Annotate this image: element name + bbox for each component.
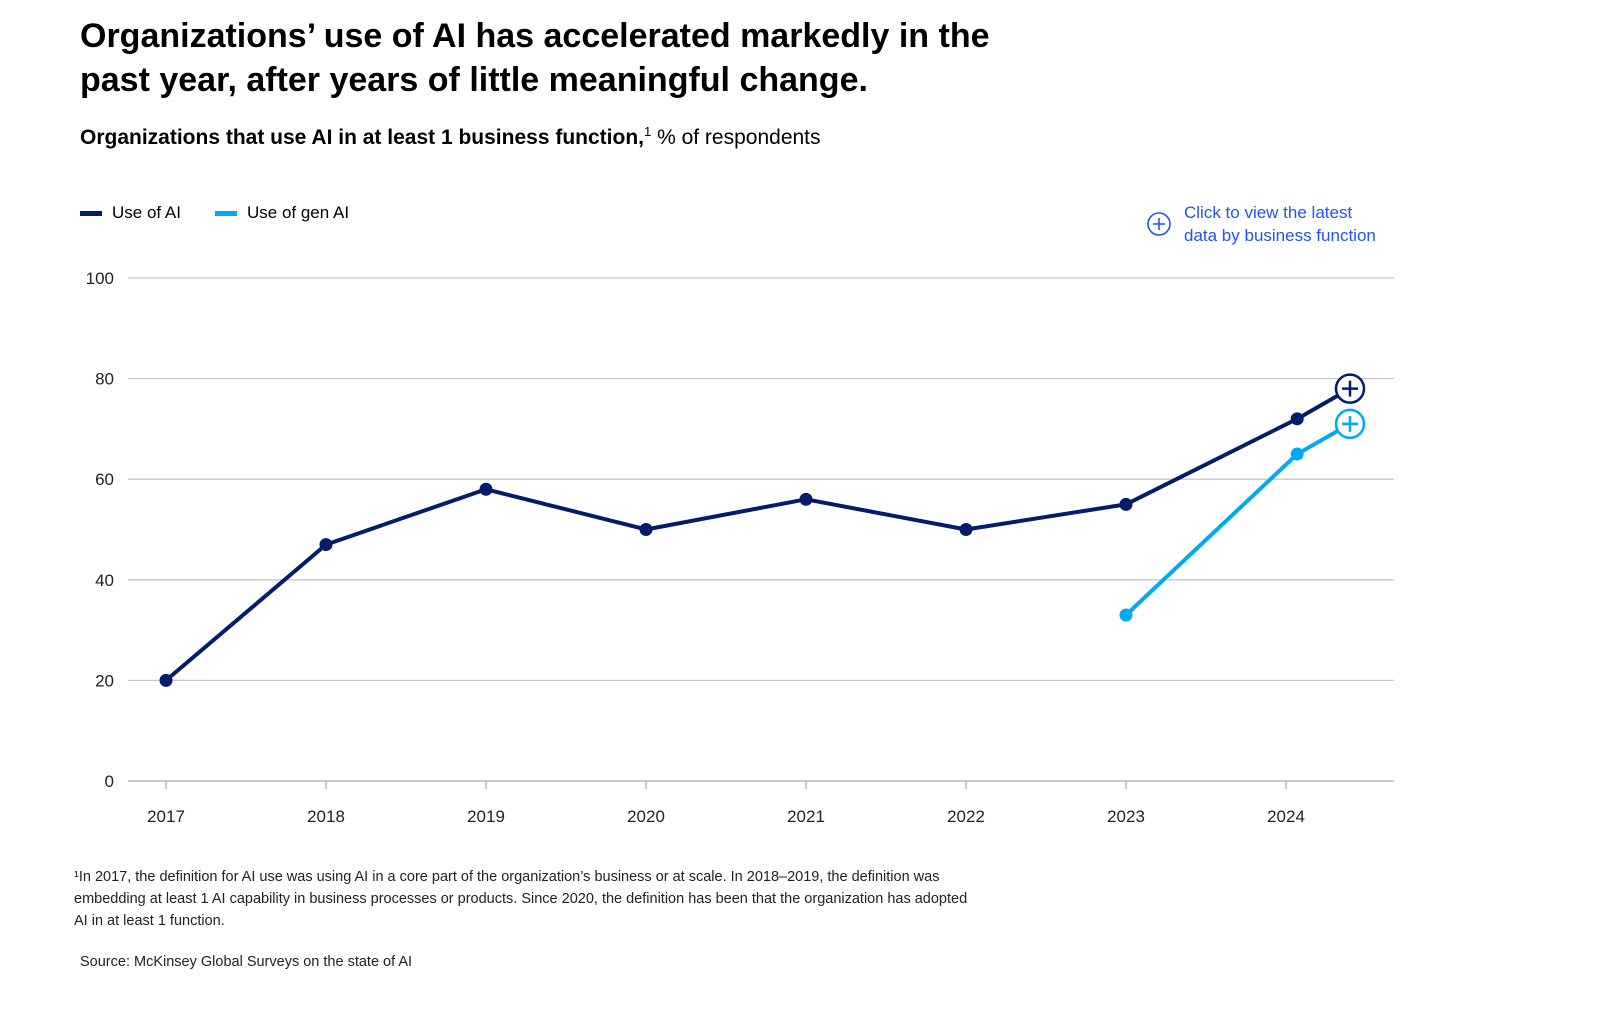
series-line-gen-ai [1124, 422, 1351, 617]
x-tick-label: 2022 [947, 807, 985, 826]
x-tick-label: 2017 [147, 807, 185, 826]
y-tick-label: 20 [95, 671, 114, 690]
x-tick-label: 2024 [1267, 807, 1305, 826]
chart-subtitle: Organizations that use AI in at least 1 … [80, 124, 821, 150]
data-point [1290, 447, 1304, 461]
plus-circle-icon [1147, 212, 1171, 236]
line-chart: 0 20 40 60 80 100 2017 2018 2019 2020 2021 2022 2023… [86, 269, 1394, 826]
data-point [959, 523, 973, 536]
data-point [479, 482, 493, 496]
x-tick-label: 2023 [1107, 807, 1145, 826]
x-tick-label: 2020 [627, 807, 665, 826]
data-point [1290, 412, 1304, 426]
y-tick-label: 60 [95, 470, 114, 489]
data-point [319, 538, 333, 552]
footnote: ¹In 2017, the definition for AI use was … [74, 869, 968, 929]
source: Source: McKinsey Global Surveys on the s… [80, 954, 413, 970]
subtitle-unit: % of respondents [651, 126, 821, 149]
x-tick-label: 2018 [307, 807, 345, 826]
legend-swatch [80, 210, 102, 216]
data-point [1119, 608, 1133, 622]
expand-marker-plus-circle-icon[interactable] [1334, 373, 1366, 404]
data-point [1119, 497, 1133, 511]
x-tick-label: 2021 [787, 807, 825, 826]
x-tick-label: 2019 [467, 807, 505, 826]
y-tick-label: 100 [86, 269, 114, 288]
y-tick-label: 80 [95, 370, 114, 389]
data-point [639, 523, 653, 536]
legend-label: Use of gen AI [247, 203, 350, 222]
chart-title: Organizations’ use of AI has accelerated… [80, 17, 990, 99]
legend-swatch [215, 210, 237, 216]
data-point [799, 492, 813, 506]
expand-marker-plus-circle-icon[interactable] [1334, 408, 1366, 440]
view-business-function-link[interactable]: Click to view the latest data by business… [1146, 201, 1376, 247]
legend-item-use-of-gen-ai: Use of gen AI [215, 203, 349, 223]
y-tick-label: 0 [105, 772, 114, 791]
footnote-ref: 1 [644, 124, 652, 139]
data-point [159, 673, 173, 687]
y-tick-label: 40 [95, 571, 114, 590]
legend-item-use-of-ai: Use of AI [80, 203, 181, 223]
legend-label: Use of AI [112, 203, 181, 222]
subtitle-bold: Organizations that use AI in at least 1 … [80, 126, 644, 149]
cta-line1: Click to view the latest [1184, 203, 1353, 222]
cta-line2: data by business function [1184, 226, 1376, 245]
series-line-ai [164, 386, 1351, 682]
